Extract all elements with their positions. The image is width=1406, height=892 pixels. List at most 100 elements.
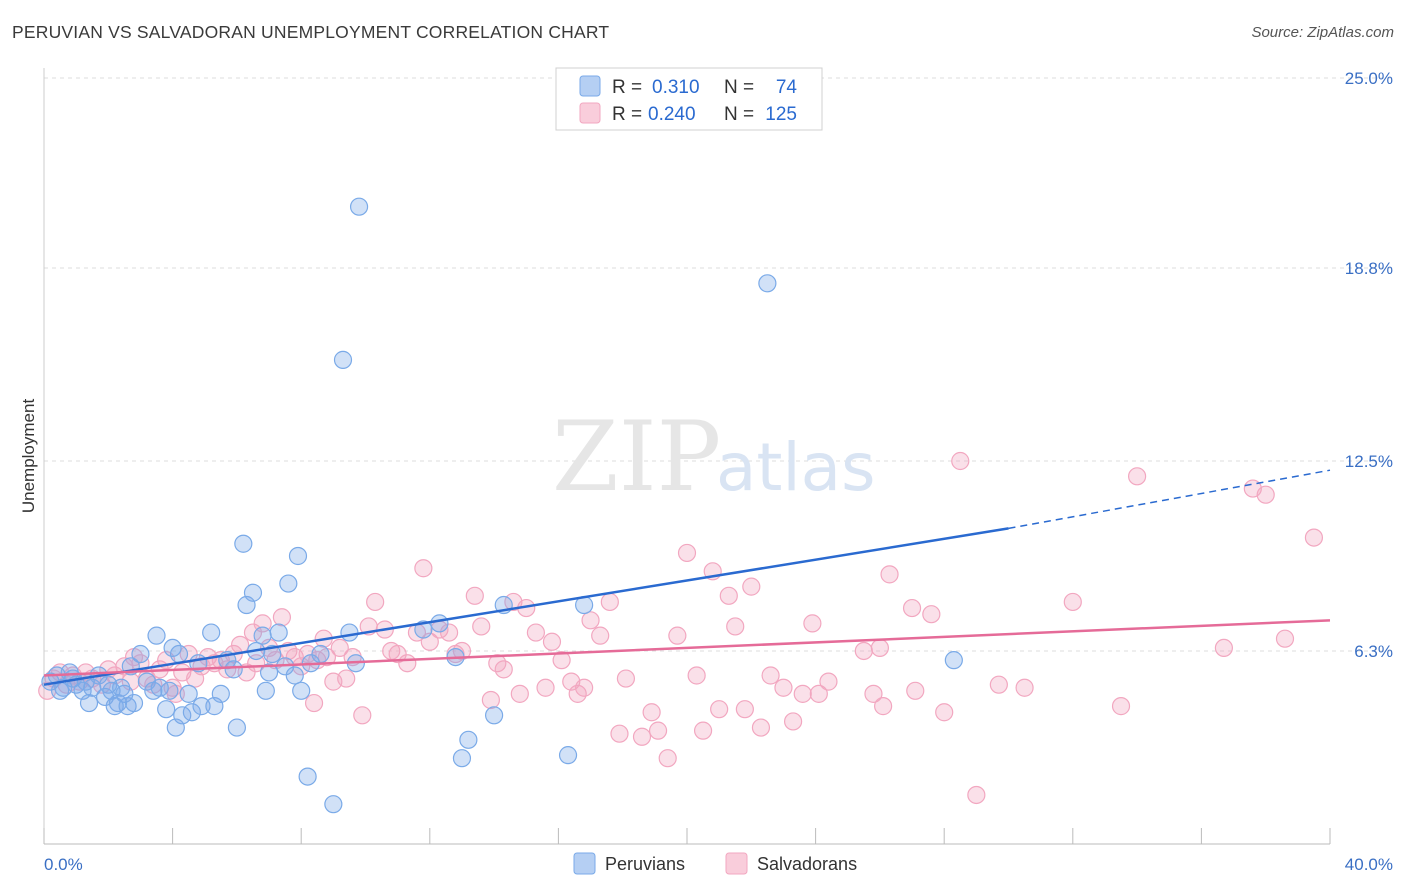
peruvians-point-75: [452, 749, 472, 768]
legend-swatch-peruvians: [579, 75, 601, 97]
peruvians-point-74: [944, 651, 963, 670]
peruvians-point-34: [182, 703, 201, 722]
salvadorans-point-58: [414, 559, 433, 578]
stats-legend: R = 0.310 N = 74 R = 0.240 N = 125: [555, 67, 823, 131]
salvadorans-point-103: [803, 614, 822, 633]
peruvians-point-45: [243, 583, 263, 602]
salvadorans-point-68: [494, 660, 513, 679]
peruvians-point-56: [292, 681, 311, 700]
salvadorans-point-110: [880, 565, 899, 584]
salvadorans-point-112: [906, 681, 925, 700]
trend-lines: [43, 469, 1331, 686]
salvadorans-point-86: [648, 721, 668, 740]
salvadorans-point-102: [793, 684, 812, 703]
peruvians-point-21: [124, 693, 144, 713]
salvadorans-point-108: [870, 638, 890, 658]
salvadorans-point-85: [642, 703, 661, 722]
salvadorans-point-116: [967, 785, 986, 805]
peruvians-point-48: [256, 681, 275, 700]
salvadorans-point-75: [552, 651, 571, 670]
salvadorans-point-74: [542, 632, 562, 651]
salvadorans-point-82: [610, 724, 629, 743]
peruvians-point-54: [285, 666, 304, 685]
salvadorans-point-113: [922, 605, 941, 624]
salvadorans-point-52: [366, 592, 385, 612]
peruvians-point-64: [349, 197, 369, 216]
legend-n-value-peruvians: 74: [776, 77, 798, 98]
salvadorans-point-96: [735, 700, 754, 719]
legend-r-value-peruvians: 0.310: [652, 77, 700, 98]
x-tick-label-min: 0.0%: [44, 855, 83, 874]
peruvians-point-22: [131, 644, 150, 664]
salvadorans-point-118: [1015, 678, 1034, 697]
peruvians-points: [41, 197, 963, 814]
salvadorans-point-119: [1063, 592, 1082, 612]
salvadorans-point-111: [902, 598, 922, 618]
salvadorans-point-125: [1275, 629, 1295, 648]
salvadorans-point-22: [179, 644, 198, 664]
legend-n-label-peruvians: N =: [724, 77, 754, 98]
salvadorans-point-72: [526, 623, 545, 642]
salvadorans-point-70: [510, 684, 529, 703]
legend-n-value-salvadorans: 125: [765, 104, 797, 125]
salvadorans-point-122: [1214, 638, 1234, 658]
salvadorans-point-89: [677, 543, 697, 563]
bottom-legend-swatch-salvadorans: [725, 852, 748, 875]
watermark-zip: ZIP: [552, 401, 721, 513]
salvadorans-point-126: [1304, 528, 1324, 547]
salvadorans-point-101: [783, 712, 803, 731]
watermark-atlas: atlas: [716, 429, 876, 506]
peruvians-point-42: [227, 718, 246, 737]
y-tick-label-2: 18.8%: [1345, 259, 1393, 278]
peruvians-point-59: [311, 644, 330, 664]
salvadorans-point-84: [632, 727, 652, 746]
peruvians-point-62: [340, 623, 359, 642]
peruvians-point-71: [558, 746, 578, 765]
y-tick-label-3: 25.0%: [1345, 69, 1393, 88]
salvadorans-point-66: [481, 690, 500, 710]
watermark: ZIP atlas: [552, 401, 876, 513]
peruvians-point-51: [269, 623, 288, 642]
salvadorans-point-90: [687, 666, 706, 685]
y-tick-label-1: 12.5%: [1345, 452, 1393, 471]
peruvians-point-36: [192, 697, 211, 716]
legend-r-value-salvadorans: 0.240: [648, 104, 696, 125]
salvadorans-point-121: [1127, 467, 1147, 486]
y-tick-labels: 6.3% 12.5% 18.8% 25.0%: [1345, 69, 1393, 661]
salvadorans-point-120: [1111, 697, 1131, 716]
salvadorans-point-117: [989, 675, 1008, 694]
peruvians-point-39: [211, 684, 230, 703]
salvadorans-point-107: [864, 684, 883, 703]
legend-r-label-salvadorans: R =: [612, 104, 642, 125]
salvadorans-point-99: [761, 666, 780, 685]
peruvians-point-33: [179, 684, 198, 703]
salvadorans-point-48: [337, 669, 356, 688]
axes: [43, 68, 1331, 845]
peruvians-point-53: [279, 574, 298, 593]
peruvians-point-25: [147, 626, 166, 645]
peruvians-point-69: [485, 706, 504, 725]
salvadorans-point-28: [218, 660, 237, 679]
salvadorans-point-64: [465, 586, 484, 605]
salvadorans-point-106: [854, 641, 873, 661]
salvadorans-point-65: [472, 617, 491, 636]
peruvians-point-15: [105, 697, 124, 716]
salvadorans-point-47: [330, 638, 349, 658]
peruvians-point-55: [288, 546, 308, 566]
chart-source: Source: ZipAtlas.com: [1251, 24, 1394, 41]
peruvians-point-47: [253, 626, 272, 645]
peruvians-point-10: [79, 693, 99, 713]
peruvians-point-28: [160, 681, 179, 700]
legend-n-label-salvadorans: N =: [724, 104, 754, 125]
peruvians-point-37: [202, 623, 221, 642]
series-legend: Peruvians Salvadorans: [573, 852, 857, 875]
peruvians-point-50: [263, 644, 282, 664]
salvadorans-point-105: [819, 672, 838, 691]
peruvians-point-49: [259, 663, 279, 682]
peruvians-point-73: [758, 274, 777, 293]
salvadorans-point-79: [581, 611, 600, 630]
salvadorans-point-91: [693, 721, 713, 740]
salvadorans-point-95: [726, 617, 745, 636]
salvadorans-point-50: [353, 706, 372, 725]
